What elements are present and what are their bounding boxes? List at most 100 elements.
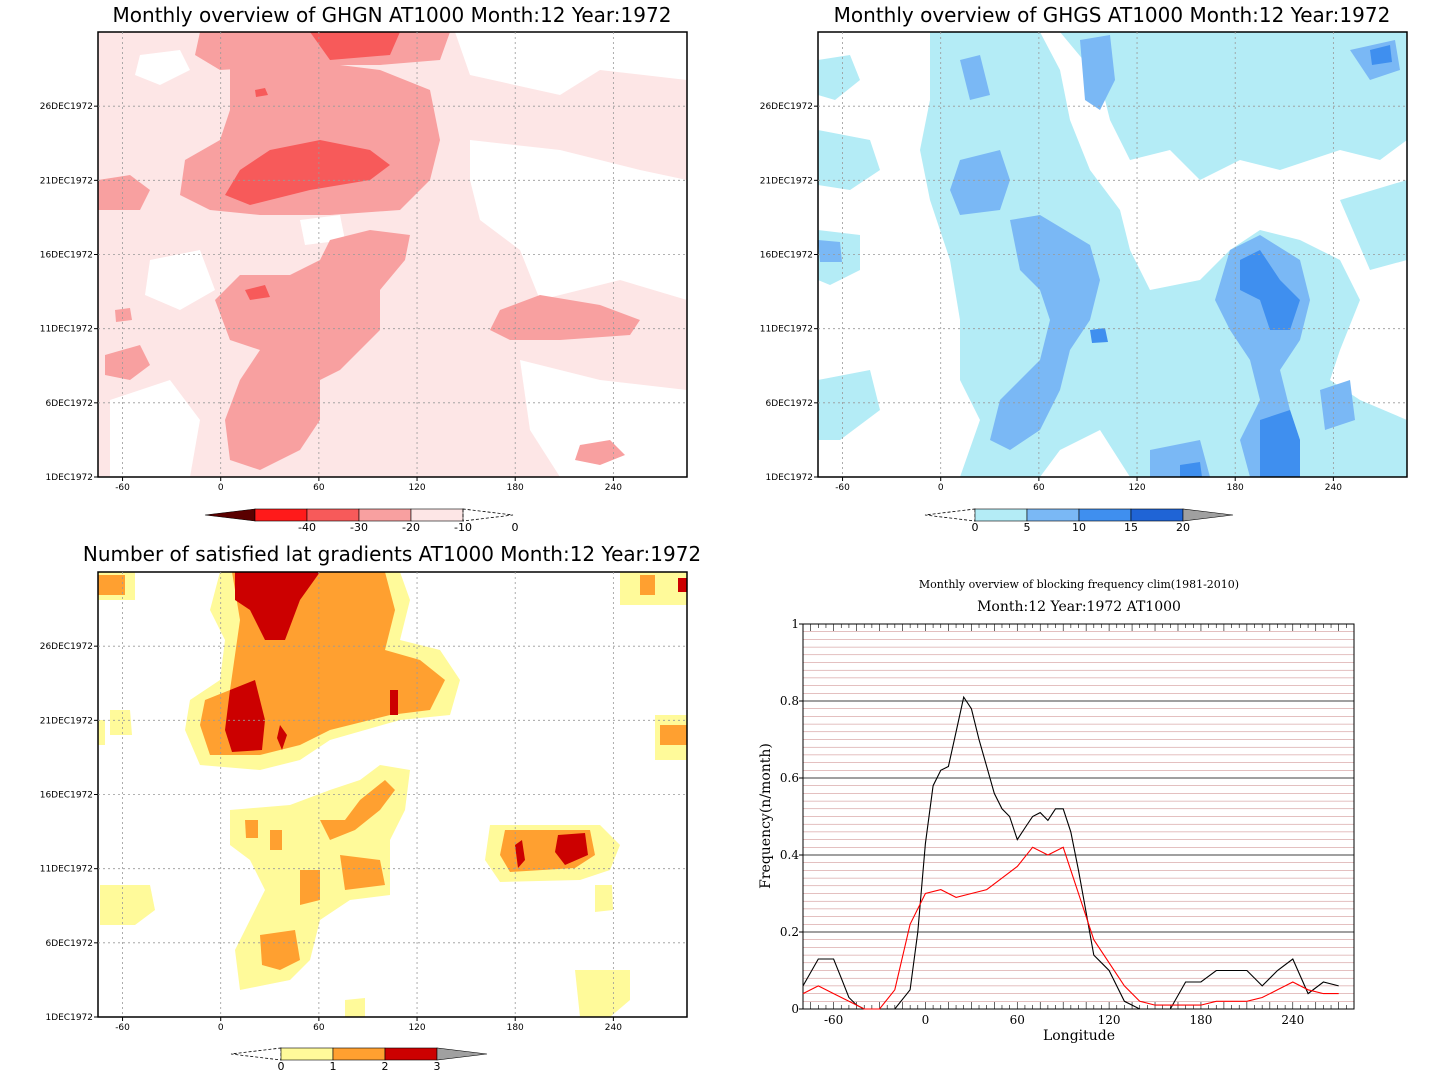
colorbar-left-triangle [230,1047,282,1061]
x-tick-label: 60 [1033,483,1045,493]
y-tick-label: 16DEC1972 [40,251,93,261]
x-tick-label: 0 [938,483,944,493]
x-tick-label: -60 [835,483,850,493]
contour-fill-5 [818,370,880,440]
colorbar-swatch [974,508,1028,522]
colorbar-swatch [384,1047,438,1061]
y-tick-label: 1DEC1972 [765,473,813,483]
colorbar-latgrad: 0 1 2 3 [230,1047,488,1073]
white-area [145,250,215,310]
y-tick-label: 0 [791,1002,799,1016]
x-tick-label: 0 [218,483,224,493]
x-tick-label: 180 [1227,483,1244,493]
colorbar-label: 10 [1072,521,1086,534]
colorbar-swatch [410,508,464,522]
y-tick-label: 11DEC1972 [40,325,93,335]
contour-fill-10 [490,295,640,340]
contour-fill-5 [1340,180,1407,270]
colorbar-swatch [1130,508,1184,522]
contour-fill-15 [1180,462,1202,477]
colorbar-right-triangle [1182,508,1234,522]
y-tick-label: 6DEC1972 [45,399,93,409]
contour-fill-3 [390,690,398,715]
y-tick-label: 11DEC1972 [760,325,813,335]
colorbar-label: 15 [1124,521,1138,534]
contour-fill-3 [555,833,588,865]
panel-title: Monthly overview of GHGS AT1000 Month:12… [834,3,1391,27]
colorbar-ghgn: -40 -30 -20 -10 0 [204,508,519,534]
contour-fill-5 [818,130,880,190]
x-tick-label: 0 [922,1013,930,1027]
contour-fill-2 [300,870,320,905]
y-tick-label: 0.4 [780,848,799,862]
x-tick-label: 240 [1281,1013,1304,1027]
contour-fill-10 [105,345,150,380]
contour-fill-2 [660,725,687,745]
x-tick-label: 120 [1128,483,1145,493]
y-tick-label: 6DEC1972 [765,399,813,409]
contour-fill-10 [1080,35,1115,110]
y-tick-label: 1DEC1972 [45,473,93,483]
contour-fill-1 [575,970,630,1017]
colorbar-label: -30 [350,521,368,534]
contour-fill-3 [225,680,265,752]
panel-ghgn: Monthly overview of GHGN AT1000 Month:12… [97,3,688,478]
contour-fill-3 [235,572,320,640]
y-tick-label: 0.2 [780,925,799,939]
colorbar-swatch [1026,508,1080,522]
contour-fill-2 [270,830,282,850]
panel-lat-gradients: Number of satisfied lat gradients AT1000… [83,542,701,1018]
y-axis-label: Frequency(n/month) [758,743,774,889]
contour-fill-10 [1320,380,1355,430]
contour-fill-2 [98,575,125,595]
series-line-black [802,695,1339,1010]
contour-fill-1 [100,885,155,925]
contour-fill-3 [515,840,525,868]
colorbar-left-triangle [204,508,256,522]
y-tick-label: 21DEC1972 [40,176,93,186]
white-area [455,32,687,95]
line-chart: -60 0 60 120 180 240 0 0.2 0.4 0.6 0.8 1 [780,617,1355,1027]
x-tick-label: 180 [1189,1013,1212,1027]
y-tick-label: 26DEC1972 [760,102,813,112]
contour-fill-1 [595,885,613,912]
contour-fill-15 [1240,250,1300,330]
x-tick-label: -60 [115,483,130,493]
colorbar-swatch [332,1047,386,1061]
contour-fill-2 [340,855,385,890]
contour-fill-10 [960,55,990,100]
x-tick-label: 240 [605,1023,622,1033]
colorbar-label: -10 [454,521,472,534]
x-tick-label: -60 [824,1013,843,1027]
white-area [300,215,345,245]
series-line-red [802,846,1339,1010]
x-tick-label: 180 [507,483,524,493]
colorbar-swatch [254,508,308,522]
contour-fill-2 [320,780,395,840]
x-tick-label: 240 [605,483,622,493]
contour-fill-15 [1370,45,1392,65]
white-area [520,360,687,477]
y-tick-label: 21DEC1972 [760,176,813,186]
contour-fill-20 [255,88,268,97]
y-tick-label: 26DEC1972 [40,102,93,112]
y-tick-label: 11DEC1972 [40,865,93,875]
colorbar-label: 1 [330,1060,337,1073]
contour-fill-1 [98,720,105,745]
white-area [135,50,190,85]
contour-fill-20 [310,32,400,60]
contour-fill-2 [260,930,300,970]
chart-subtitle: Month:12 Year:1972 AT1000 [977,599,1181,615]
colorbar-swatch [1078,508,1132,522]
colorbar-ghgs: 0 5 10 15 20 [924,508,1234,534]
hovmoller-axes-3: -60 0 60 120 180 240 1DEC1972 6DEC1972 11DEC1972… [40,572,687,1033]
colorbar-label: 2 [382,1060,389,1073]
colorbar-swatch [358,508,412,522]
y-tick-label: 26DEC1972 [40,642,93,652]
x-tick-label: 240 [1325,483,1342,493]
x-tick-label: 180 [507,1023,524,1033]
panel-title: Monthly overview of GHGN AT1000 Month:12… [113,3,672,27]
x-axis-label: Longitude [1043,1028,1115,1044]
colorbar-swatch [306,508,360,522]
x-tick-label: 0 [218,1023,224,1033]
